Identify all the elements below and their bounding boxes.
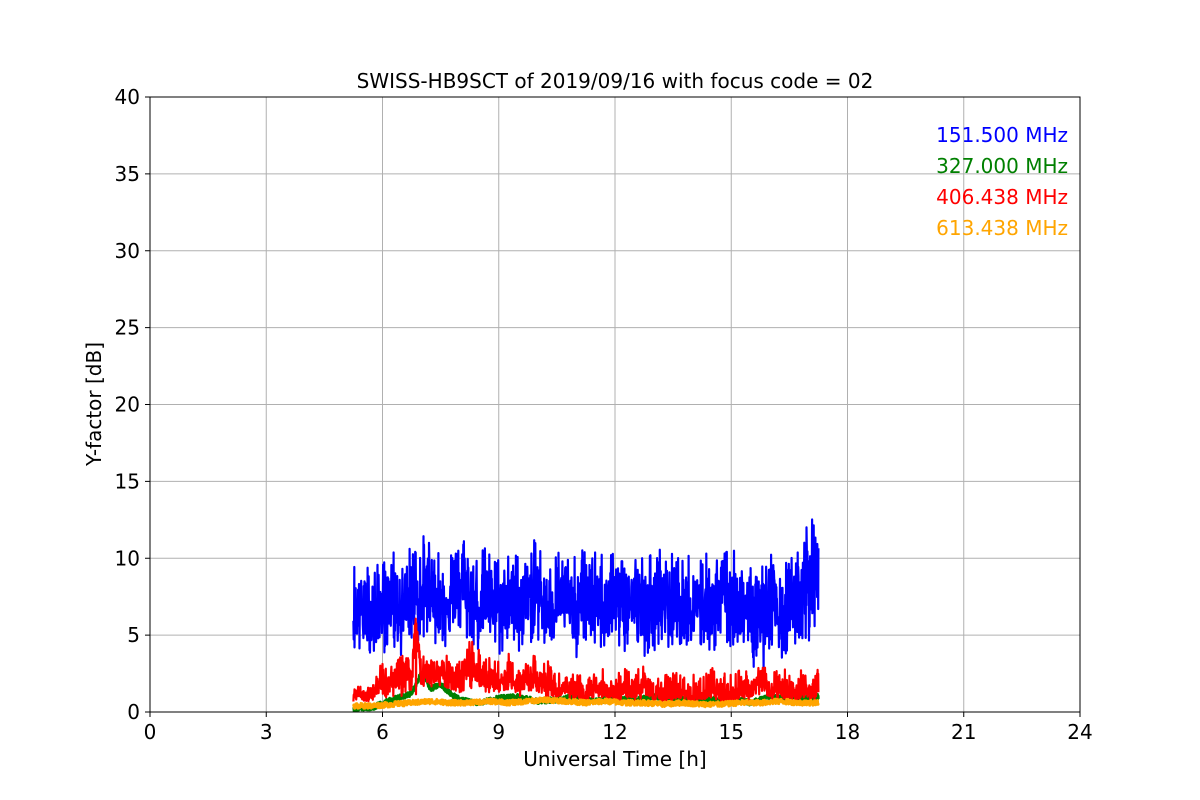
y-tick-label: 35 bbox=[115, 162, 140, 186]
series-613-438-mhz-line bbox=[352, 696, 820, 710]
legend-entry-406-438-mhz: 406.438 MHz bbox=[936, 185, 1068, 209]
y-tick-label: 10 bbox=[115, 546, 140, 570]
y-tick-label: 5 bbox=[127, 623, 140, 647]
y-tick-label: 0 bbox=[127, 700, 140, 724]
series-151-500-mhz-line bbox=[352, 518, 820, 670]
x-tick-label: 15 bbox=[719, 720, 744, 744]
data-series bbox=[352, 518, 820, 713]
x-tick-label: 21 bbox=[951, 720, 976, 744]
legend-entry-327-000-mhz: 327.000 MHz bbox=[936, 154, 1068, 178]
x-tick-label: 9 bbox=[492, 720, 505, 744]
x-tick-label: 0 bbox=[144, 720, 157, 744]
legend: 151.500 MHz 327.000 MHz 406.438 MHz 613.438… bbox=[936, 123, 1068, 240]
axis-ticks: 0 3 6 9 12 15 18 21 24 0 5 10 15 20 25 30 35 40 bbox=[115, 85, 1093, 744]
y-tick-label: 15 bbox=[115, 469, 140, 493]
chart-title: SWISS-HB9SCT of 2019/09/16 with focus co… bbox=[357, 69, 874, 93]
x-tick-label: 12 bbox=[602, 720, 627, 744]
y-tick-label: 20 bbox=[115, 393, 140, 417]
y-tick-label: 40 bbox=[115, 85, 140, 109]
x-tick-label: 3 bbox=[260, 720, 273, 744]
x-tick-label: 18 bbox=[835, 720, 860, 744]
x-tick-label: 6 bbox=[376, 720, 389, 744]
legend-entry-151-500-mhz: 151.500 MHz bbox=[936, 123, 1068, 147]
x-tick-label: 24 bbox=[1067, 720, 1092, 744]
y-tick-label: 30 bbox=[115, 239, 140, 263]
legend-entry-613-438-mhz: 613.438 MHz bbox=[936, 216, 1068, 240]
y-tick-label: 25 bbox=[115, 316, 140, 340]
x-axis-label: Universal Time [h] bbox=[523, 747, 706, 771]
series-406-438-mhz-line bbox=[352, 617, 820, 704]
y-axis-label: Y-factor [dB] bbox=[82, 342, 106, 467]
